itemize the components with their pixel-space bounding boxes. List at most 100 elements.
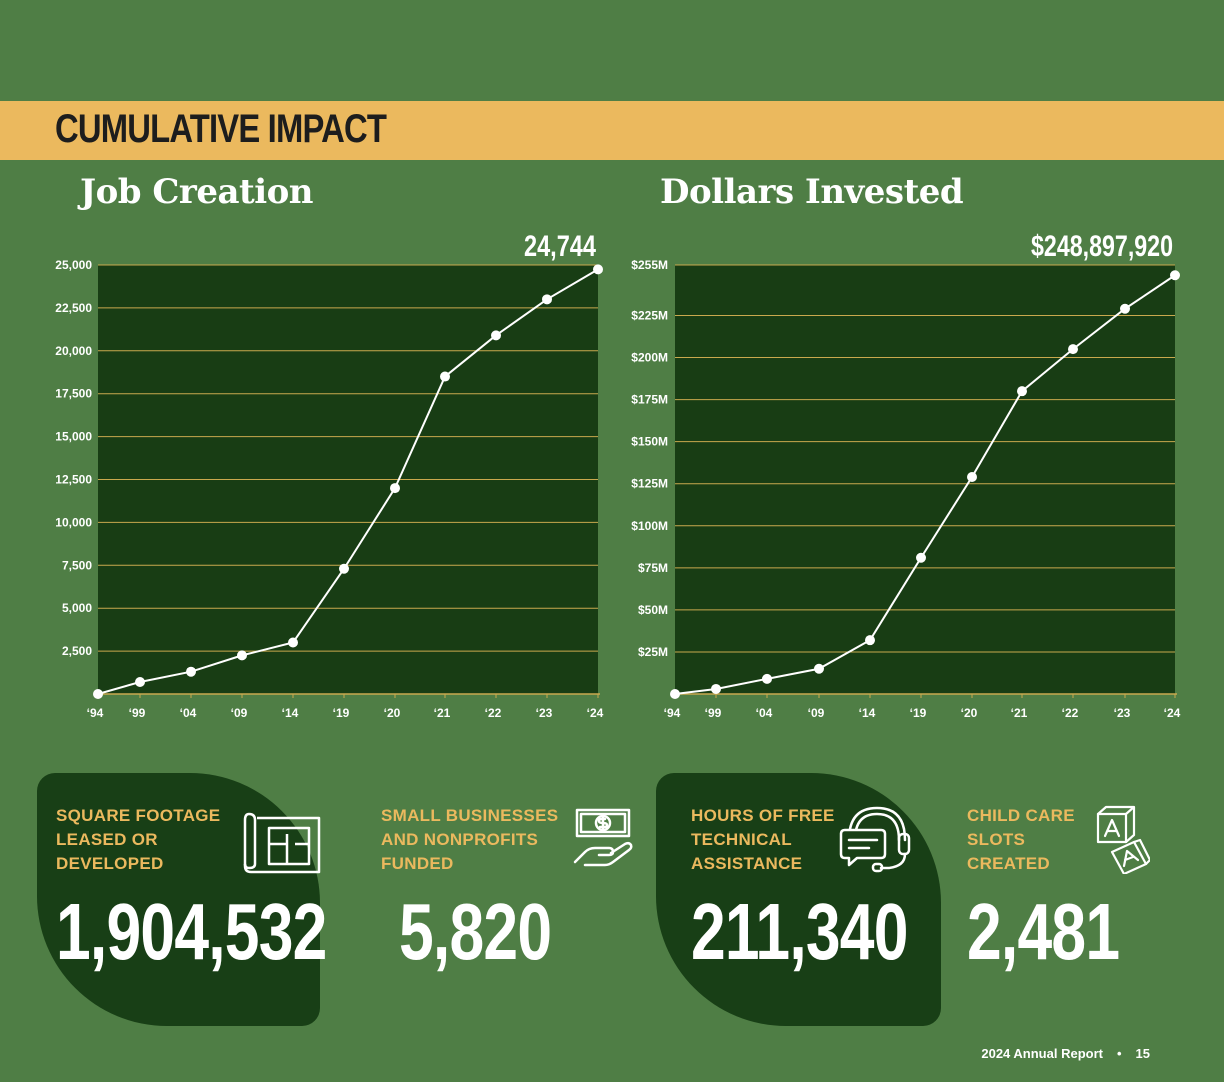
data-point bbox=[967, 471, 977, 482]
x-tick-label: ‘21 bbox=[434, 706, 451, 720]
businesses-funded-value: 5,820 bbox=[399, 887, 552, 976]
x-tick-label: ‘24 bbox=[587, 706, 604, 720]
x-tick-label: ‘99 bbox=[129, 706, 146, 720]
y-tick-label: $150M bbox=[631, 435, 668, 449]
label-line: AND NONPROFITS bbox=[381, 830, 539, 849]
data-point bbox=[865, 635, 875, 646]
x-tick-label: ‘19 bbox=[333, 706, 350, 720]
label-line: CHILD CARE bbox=[967, 806, 1075, 825]
x-tick-label: ‘09 bbox=[231, 706, 248, 720]
data-point bbox=[1068, 344, 1078, 355]
x-tick-label: ‘99 bbox=[705, 706, 722, 720]
headset-icon bbox=[839, 806, 911, 873]
data-point bbox=[916, 552, 926, 563]
data-point bbox=[593, 264, 603, 275]
y-tick-label: 22,500 bbox=[55, 301, 92, 315]
x-tick-label: ‘24 bbox=[1164, 706, 1181, 720]
label-line: ASSISTANCE bbox=[691, 854, 803, 873]
data-point bbox=[186, 666, 196, 677]
square-footage-label: SQUARE FOOTAGE LEASED OR DEVELOPED bbox=[56, 804, 220, 876]
y-tick-label: 12,500 bbox=[55, 473, 92, 487]
data-point bbox=[670, 689, 680, 699]
y-tick-label: 2,500 bbox=[62, 644, 92, 658]
y-tick-label: $200M bbox=[631, 351, 668, 365]
data-point bbox=[93, 689, 103, 699]
x-tick-label: ‘09 bbox=[808, 706, 825, 720]
y-tick-label: 10,000 bbox=[55, 515, 92, 529]
y-tick-label: $50M bbox=[638, 603, 668, 617]
y-tick-label: $255M bbox=[631, 258, 668, 272]
x-tick-label: ‘19 bbox=[910, 706, 927, 720]
y-tick-label: 17,500 bbox=[55, 387, 92, 401]
data-point bbox=[1170, 270, 1180, 281]
footer: 2024 Annual Report • 15 bbox=[981, 1046, 1150, 1061]
y-tick-label: $225M bbox=[631, 308, 668, 322]
x-tick-label: ‘14 bbox=[282, 706, 299, 720]
y-tick-label: $175M bbox=[631, 393, 668, 407]
x-tick-label: ‘22 bbox=[485, 706, 502, 720]
square-footage-value: 1,904,532 bbox=[56, 887, 327, 976]
y-tick-label: $25M bbox=[638, 645, 668, 659]
label-line: LEASED OR bbox=[56, 830, 158, 849]
stat-highlight-blob bbox=[37, 773, 320, 1026]
label-line: FUNDED bbox=[381, 854, 454, 873]
section-title: CUMULATIVE IMPACT bbox=[55, 107, 387, 151]
data-point bbox=[1120, 303, 1130, 314]
dollars-invested-chart: $25M $50M $75M $100M $125M $150M $175M $200M $22… bbox=[631, 230, 1181, 720]
money-hand-icon bbox=[573, 808, 633, 867]
label-line: CREATED bbox=[967, 854, 1051, 873]
x-tick-label: ‘23 bbox=[536, 706, 553, 720]
dollars-invested-title: Dollars Invested bbox=[660, 172, 964, 212]
technical-assistance-label: HOURS OF FREE TECHNICAL ASSISTANCE bbox=[691, 804, 835, 876]
label-line: DEVELOPED bbox=[56, 854, 164, 873]
label-line: SMALL BUSINESSES bbox=[381, 806, 559, 825]
y-tick-label: 5,000 bbox=[62, 601, 92, 615]
x-tick-label: ‘94 bbox=[87, 706, 104, 720]
job-creation-chart: 2,500 5,000 7,500 10,000 12,500 15,000 17,500 2… bbox=[55, 230, 604, 720]
child-care-label: CHILD CARE SLOTS CREATED bbox=[967, 804, 1075, 876]
blueprint-icon bbox=[243, 812, 321, 874]
x-tick-label: ‘20 bbox=[384, 706, 401, 720]
label-line: HOURS OF FREE bbox=[691, 806, 835, 825]
data-point bbox=[390, 483, 400, 494]
data-point bbox=[814, 663, 824, 674]
x-tick-label: ‘22 bbox=[1062, 706, 1079, 720]
stat-highlight-blob bbox=[656, 773, 941, 1026]
blocks-icon bbox=[1096, 805, 1150, 874]
label-line: SLOTS bbox=[967, 830, 1026, 849]
final-value-label: $248,897,920 bbox=[1031, 230, 1173, 263]
data-point bbox=[288, 637, 298, 648]
section-banner: CUMULATIVE IMPACT bbox=[0, 101, 1224, 160]
y-tick-label: $125M bbox=[631, 477, 668, 491]
plot-area bbox=[675, 265, 1175, 694]
data-point bbox=[135, 676, 145, 687]
y-tick-label: 25,000 bbox=[55, 258, 92, 272]
technical-assistance-value: 211,340 bbox=[691, 887, 908, 976]
footer-report-name: 2024 Annual Report bbox=[981, 1046, 1103, 1061]
x-tick-label: ‘04 bbox=[756, 706, 773, 720]
data-point bbox=[491, 330, 501, 341]
x-tick-label: ‘04 bbox=[180, 706, 197, 720]
data-point bbox=[542, 294, 552, 305]
businesses-funded-label: SMALL BUSINESSES AND NONPROFITS FUNDED bbox=[381, 804, 558, 876]
data-point bbox=[440, 371, 450, 382]
data-point bbox=[762, 673, 772, 684]
x-tick-label: ‘23 bbox=[1114, 706, 1131, 720]
x-tick-label: ‘94 bbox=[664, 706, 681, 720]
x-tick-label: ‘20 bbox=[961, 706, 978, 720]
y-tick-label: 15,000 bbox=[55, 430, 92, 444]
page-number: 15 bbox=[1135, 1046, 1150, 1061]
x-tick-label: ‘14 bbox=[859, 706, 876, 720]
x-tick-label: ‘21 bbox=[1011, 706, 1028, 720]
label-line: SQUARE FOOTAGE bbox=[56, 806, 221, 825]
y-tick-label: $75M bbox=[638, 561, 668, 575]
final-value-label: 24,744 bbox=[524, 230, 596, 263]
y-tick-label: 7,500 bbox=[62, 558, 92, 572]
data-point bbox=[237, 650, 247, 661]
data-point bbox=[339, 563, 349, 574]
footer-separator: • bbox=[1116, 1046, 1122, 1061]
data-point bbox=[711, 683, 721, 694]
job-creation-title: Job Creation bbox=[80, 172, 314, 212]
y-tick-label: 20,000 bbox=[55, 344, 92, 358]
data-point bbox=[1017, 386, 1027, 397]
